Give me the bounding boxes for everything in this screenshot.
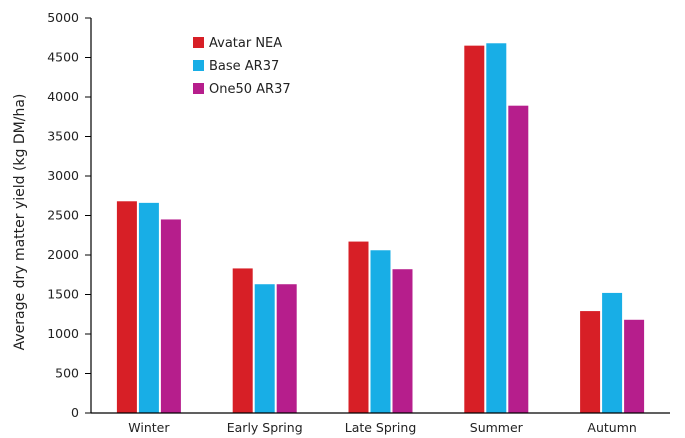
bar: [464, 45, 485, 414]
bar: [602, 292, 623, 413]
legend-swatch: [193, 83, 204, 94]
y-tick-label: 1500: [47, 287, 79, 302]
y-tick-label: 5000: [47, 10, 79, 25]
legend-label: Avatar NEA: [209, 36, 282, 51]
legend-swatch: [193, 60, 204, 71]
bar: [232, 268, 253, 413]
y-tick-label: 4000: [47, 89, 79, 104]
bar: [116, 201, 137, 413]
bar: [392, 269, 413, 413]
y-tick-label: 4500: [47, 50, 79, 65]
y-tick-label: 1000: [47, 326, 79, 341]
x-axis-ticks: Winter Early Spring Late Spring Summer Autum…: [128, 420, 637, 435]
x-tick-label: Summer: [470, 420, 524, 435]
x-tick-label: Winter: [128, 420, 170, 435]
y-axis-ticks: 0 500 1000 1500 2000 2500 3000 3500 4000 4500 5000: [47, 10, 91, 420]
legend-label: One50 AR37: [209, 82, 291, 97]
bar: [138, 202, 159, 413]
bar: [624, 319, 645, 413]
y-tick-label: 3500: [47, 129, 79, 144]
x-tick-label: Early Spring: [227, 420, 303, 435]
bar: [580, 311, 601, 413]
bars: [116, 43, 645, 414]
y-tick-label: 0: [71, 405, 79, 420]
y-tick-label: 3000: [47, 168, 79, 183]
legend-swatch: [193, 37, 204, 48]
y-axis-label-group: Average dry matter yield (kg DM/ha): [12, 94, 28, 351]
bar: [486, 43, 507, 413]
bar: [160, 219, 181, 413]
legend-label: Base AR37: [209, 59, 279, 74]
x-tick-label: Late Spring: [345, 420, 417, 435]
y-tick-label: 2000: [47, 247, 79, 262]
bar: [254, 284, 275, 413]
y-axis-label: Average dry matter yield (kg DM/ha): [12, 94, 28, 351]
bar: [348, 241, 369, 413]
bar: [276, 284, 297, 413]
bar: [508, 105, 529, 413]
bar: [370, 250, 391, 413]
legend: Avatar NEA Base AR37 One50 AR37: [193, 36, 291, 97]
y-tick-label: 500: [55, 366, 79, 381]
x-tick-label: Autumn: [587, 420, 636, 435]
y-tick-label: 2500: [47, 208, 79, 223]
